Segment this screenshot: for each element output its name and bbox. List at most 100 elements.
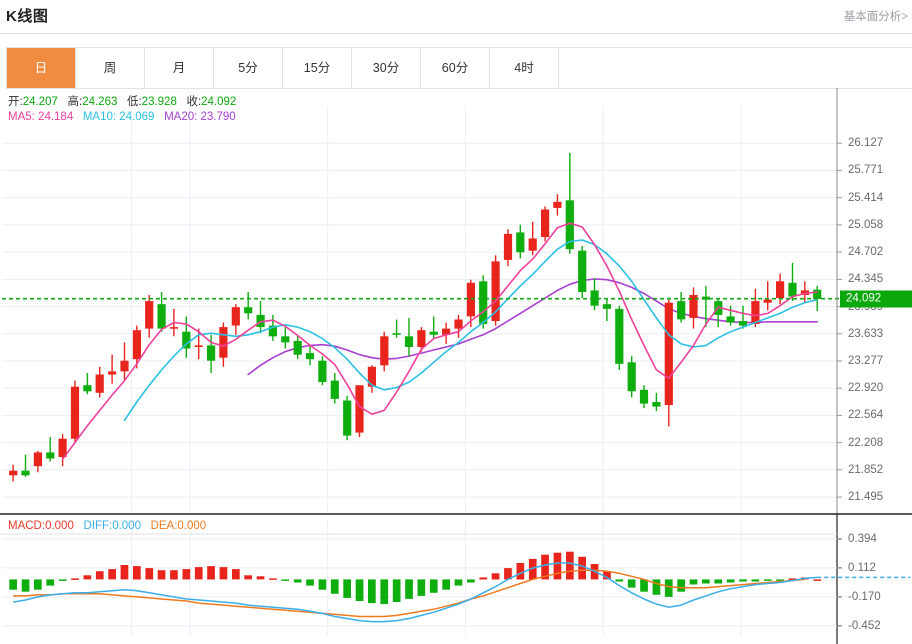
candlestick — [392, 319, 401, 338]
ma10-value: 24.069 — [119, 111, 155, 123]
candlestick — [664, 298, 673, 427]
diff-value: 0.000 — [112, 520, 141, 532]
price-axis-label: 26.127 — [848, 137, 884, 150]
low-label: 低: — [126, 96, 142, 108]
candlestick — [120, 342, 129, 381]
tab-4时[interactable]: 4时 — [490, 48, 559, 88]
candlestick — [256, 301, 265, 334]
macd-axis-label: 0.112 — [848, 561, 876, 574]
tab-60分[interactable]: 60分 — [421, 48, 490, 88]
tab-周[interactable]: 周 — [76, 48, 145, 88]
candlestick — [590, 278, 599, 311]
macd-histogram-bar — [343, 579, 351, 598]
macd-histogram-bar — [207, 566, 215, 580]
macd-histogram-bar — [763, 579, 772, 581]
macd-label: MACD: — [8, 520, 46, 532]
candlestick — [207, 334, 216, 373]
macd-histogram-bar — [34, 579, 42, 590]
candlestick — [21, 454, 30, 477]
candle-body — [9, 470, 18, 476]
ma20-value: 23.790 — [200, 111, 236, 123]
macd-histogram-bar — [9, 579, 17, 590]
macd-histogram-bar — [405, 579, 413, 599]
candle-body — [169, 327, 179, 329]
header-divider — [0, 33, 912, 34]
candle-body — [231, 307, 240, 326]
macd-histogram-bar — [664, 579, 673, 597]
candlestick — [83, 373, 92, 395]
macd-histogram-bar — [714, 579, 723, 584]
tab-30分[interactable]: 30分 — [352, 48, 421, 88]
macd-histogram-bar — [293, 579, 302, 583]
macd-histogram-bar — [182, 569, 191, 580]
ma10-label: MA10: — [82, 111, 117, 123]
macd-histogram-bar — [170, 570, 178, 580]
candlestick — [318, 356, 327, 386]
kline-svg[interactable] — [0, 88, 912, 644]
price-axis-label: 22.564 — [848, 409, 884, 422]
candle-body — [120, 360, 129, 372]
price-axis-label: 25.414 — [848, 191, 884, 204]
macd-histogram-bar — [739, 579, 747, 582]
macd-histogram-bar — [194, 567, 203, 580]
candlestick — [380, 331, 389, 372]
tabbar-filler — [559, 48, 912, 88]
candle-body — [281, 336, 290, 343]
candle-body — [157, 304, 166, 329]
dea-label: DEA: — [150, 520, 178, 532]
candlestick — [343, 395, 352, 441]
candle-body — [751, 301, 760, 324]
macd-histogram-bar — [479, 577, 488, 580]
fundamental-analysis-link[interactable]: 基本面分析> — [843, 11, 908, 23]
candlestick — [429, 316, 438, 338]
open-value: 24.207 — [22, 96, 58, 108]
macd-histogram-bar — [566, 551, 574, 580]
tab-15分[interactable]: 15分 — [283, 48, 352, 88]
tab-月[interactable]: 月 — [145, 48, 214, 88]
macd-histogram-bar — [467, 579, 475, 583]
candle-body — [108, 371, 117, 375]
candle-body — [602, 304, 611, 309]
candlestick — [95, 366, 104, 398]
candle-body — [776, 281, 785, 299]
macd-histogram-bar — [219, 567, 228, 580]
macd-histogram-bar — [256, 576, 265, 580]
tab-5分[interactable]: 5分 — [214, 48, 283, 88]
tab-日[interactable]: 日 — [7, 48, 76, 88]
candle-body — [367, 366, 376, 387]
dea-value: 0.000 — [177, 520, 207, 532]
candlestick — [528, 221, 537, 256]
candlestick — [281, 327, 290, 349]
ma5-label: MA5: — [8, 111, 35, 123]
macd-histogram-bar — [578, 556, 586, 580]
diff-label: DIFF: — [83, 520, 113, 532]
macd-histogram-bar — [330, 579, 339, 594]
current-price-badge: 24.092 — [840, 290, 912, 308]
candlestick — [46, 437, 55, 462]
chart-area[interactable]: 开:24.207 高:24.263 低:23.928 收:24.092 MA5:… — [0, 88, 912, 644]
candlestick — [726, 305, 735, 326]
macd-histogram-bar — [318, 579, 327, 590]
price-axis-label: 24.345 — [848, 273, 884, 286]
macd-histogram-bar — [603, 571, 611, 580]
candle-body — [763, 299, 772, 303]
candlestick — [157, 292, 166, 332]
candle-body — [46, 452, 55, 459]
candle-body — [652, 402, 661, 407]
candle-body — [145, 301, 154, 329]
price-axis-label: 23.633 — [848, 327, 884, 340]
macd-histogram-bar — [627, 579, 636, 588]
macd-histogram-bar — [677, 579, 685, 592]
candle-body — [639, 389, 649, 404]
candle-body — [689, 295, 698, 318]
candlestick — [541, 206, 550, 242]
diff-line — [12, 562, 818, 623]
macd-histogram-bar — [355, 579, 364, 601]
low-value: 23.928 — [141, 96, 177, 108]
close-value: 24.092 — [201, 96, 237, 108]
candle-body — [318, 360, 327, 383]
candlestick — [479, 275, 488, 329]
candlestick — [689, 287, 698, 329]
macd-histogram-bar — [157, 570, 166, 580]
